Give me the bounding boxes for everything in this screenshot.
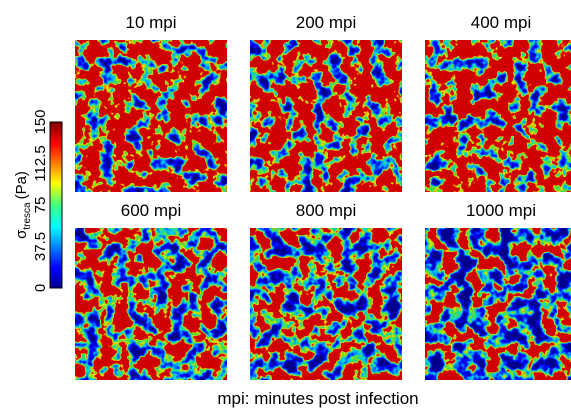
colorbar-tick-label: 112.5 [32, 145, 49, 181]
stress-map [250, 228, 402, 380]
colorbar-ticks: 0 37.5 75 112.5 150 [32, 109, 49, 292]
caption: mpi: minutes post infection [217, 389, 418, 408]
stress-map [75, 40, 227, 192]
panel-label: 1000 mpi [466, 201, 536, 220]
panel-label: 400 mpi [471, 13, 531, 32]
stress-map [425, 228, 571, 380]
stress-map [425, 40, 571, 192]
panel-label: 600 mpi [121, 201, 181, 220]
colorbar-tick-label: 75 [32, 197, 49, 214]
panels: 10 mpi 200 mpi 400 mpi 600 mpi 800 mpi 1000 m… [75, 13, 571, 380]
panel-label: 10 mpi [125, 13, 176, 32]
colorbar-tick-label: 150 [32, 109, 49, 134]
stress-map [250, 40, 402, 192]
panel-label: 200 mpi [296, 13, 356, 32]
colorbar-tick-label: 0 [32, 284, 49, 292]
colorbar-tick-label: 37.5 [32, 232, 49, 261]
subscript: tresca [22, 202, 33, 230]
colorbar-label: σtresca (Pa) [13, 171, 33, 239]
stress-map [75, 228, 227, 380]
symbol: σ [13, 229, 30, 239]
panel-label: 800 mpi [296, 201, 356, 220]
colorbar [49, 121, 63, 289]
unit: (Pa) [13, 171, 30, 199]
